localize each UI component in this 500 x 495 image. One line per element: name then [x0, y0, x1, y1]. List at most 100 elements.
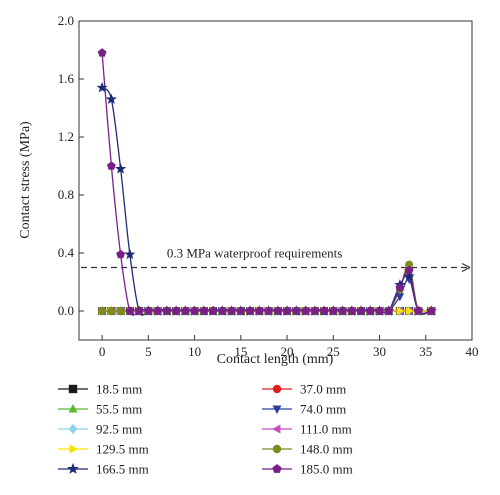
- data-point: [115, 163, 127, 174]
- data-point: [273, 306, 283, 315]
- y-tick-label: 0.4: [58, 245, 75, 260]
- x-tick-label: 10: [188, 344, 201, 359]
- legend-label: 129.5 mm: [96, 442, 149, 457]
- data-point: [291, 306, 301, 315]
- data-point: [180, 306, 190, 315]
- legend-label: 37.0 mm: [300, 382, 346, 397]
- data-point: [282, 306, 292, 315]
- data-point: [426, 306, 436, 315]
- x-tick-label: 0: [99, 344, 106, 359]
- data-point: [105, 93, 117, 105]
- y-tick-label: 0.8: [58, 187, 74, 202]
- x-tick-label: 5: [145, 344, 152, 359]
- data-point: [125, 306, 135, 315]
- series-line: [101, 52, 432, 316]
- data-point: [134, 306, 144, 315]
- legend-label: 166.5 mm: [96, 462, 149, 477]
- legend-item: 92.5 mm: [58, 422, 142, 437]
- data-point: [171, 306, 181, 315]
- legend-label: 18.5 mm: [96, 382, 142, 397]
- legend-swatch-marker: [68, 403, 78, 413]
- legend-item: 74.0 mm: [262, 402, 346, 417]
- data-point: [356, 306, 366, 315]
- series-markers: [97, 48, 436, 315]
- data-point: [208, 306, 218, 315]
- data-point: [395, 283, 405, 292]
- series-markers: [96, 81, 437, 316]
- y-tick-label: 1.2: [58, 129, 74, 144]
- data-point: [97, 48, 107, 57]
- legend-swatch-marker: [272, 384, 282, 394]
- legend-item: 37.0 mm: [262, 382, 346, 397]
- data-point: [162, 306, 172, 315]
- legend-label: 111.0 mm: [300, 422, 352, 437]
- legend-swatch-marker: [67, 462, 79, 474]
- legend-item: 148.0 mm: [262, 442, 353, 457]
- data-point: [396, 306, 405, 316]
- data-point: [190, 306, 199, 315]
- legend-swatch-marker: [68, 423, 78, 435]
- x-axis-label: Contact length (mm): [217, 352, 334, 367]
- data-point: [107, 306, 116, 315]
- legend-swatch-marker: [271, 424, 281, 434]
- data-point: [264, 306, 273, 315]
- legend-swatch-marker: [68, 384, 78, 394]
- series-line: [101, 87, 432, 316]
- legend-swatch-marker: [69, 444, 79, 454]
- data-point: [98, 306, 107, 315]
- data-point: [124, 248, 136, 260]
- data-point: [106, 161, 116, 170]
- x-tick-label: 25: [327, 344, 340, 359]
- data-point: [301, 306, 310, 315]
- data-point: [319, 306, 329, 315]
- x-tick-label: 40: [466, 344, 479, 359]
- legend-item: 129.5 mm: [58, 442, 149, 457]
- legend-item: 185.0 mm: [262, 462, 353, 477]
- legend-label: 74.0 mm: [300, 402, 346, 417]
- x-tick-label: 20: [281, 344, 294, 359]
- data-point: [347, 306, 357, 315]
- series-markers: [98, 260, 436, 315]
- data-point: [153, 306, 163, 315]
- legend-item: 166.5 mm: [58, 462, 149, 477]
- legend-item: 18.5 mm: [58, 382, 142, 397]
- waterproof-threshold-label: 0.3 MPa waterproof requirements: [167, 246, 342, 261]
- legend-swatch-marker: [272, 405, 282, 415]
- data-point: [375, 306, 384, 315]
- data-point: [116, 249, 126, 259]
- x-tick-label: 30: [373, 344, 386, 359]
- legend-label: 185.0 mm: [300, 462, 353, 477]
- data-point: [116, 306, 125, 315]
- data-point: [143, 306, 153, 315]
- legend-item: 55.5 mm: [58, 402, 142, 417]
- data-point: [384, 306, 394, 315]
- y-tick-label: 1.6: [58, 71, 75, 86]
- data-point: [236, 306, 246, 315]
- data-point: [254, 306, 264, 315]
- legend-item: 111.0 mm: [262, 422, 352, 437]
- data-point: [227, 306, 236, 315]
- data-point: [395, 293, 405, 302]
- data-point: [338, 306, 347, 315]
- data-point: [405, 306, 414, 316]
- x-tick-label: 15: [234, 344, 247, 359]
- data-point: [403, 270, 415, 281]
- data-point: [413, 306, 423, 315]
- legend-swatch-marker: [272, 444, 282, 454]
- data-point: [245, 306, 255, 315]
- data-point: [365, 306, 375, 315]
- legend-swatch-marker: [272, 464, 282, 473]
- x-tick-label: 35: [419, 344, 432, 359]
- data-point: [404, 265, 414, 275]
- data-point: [199, 306, 209, 315]
- data-point: [328, 306, 338, 315]
- y-tick-label: 2.0: [58, 13, 74, 28]
- threshold-arrowhead: [461, 262, 471, 273]
- plot-frame: [78, 20, 473, 341]
- legend-label: 55.5 mm: [96, 402, 142, 417]
- y-tick-label: 0.0: [58, 303, 74, 318]
- data-point: [96, 81, 108, 93]
- legend-label: 148.0 mm: [300, 442, 353, 457]
- y-axis-label: Contact stress (MPa): [18, 121, 33, 239]
